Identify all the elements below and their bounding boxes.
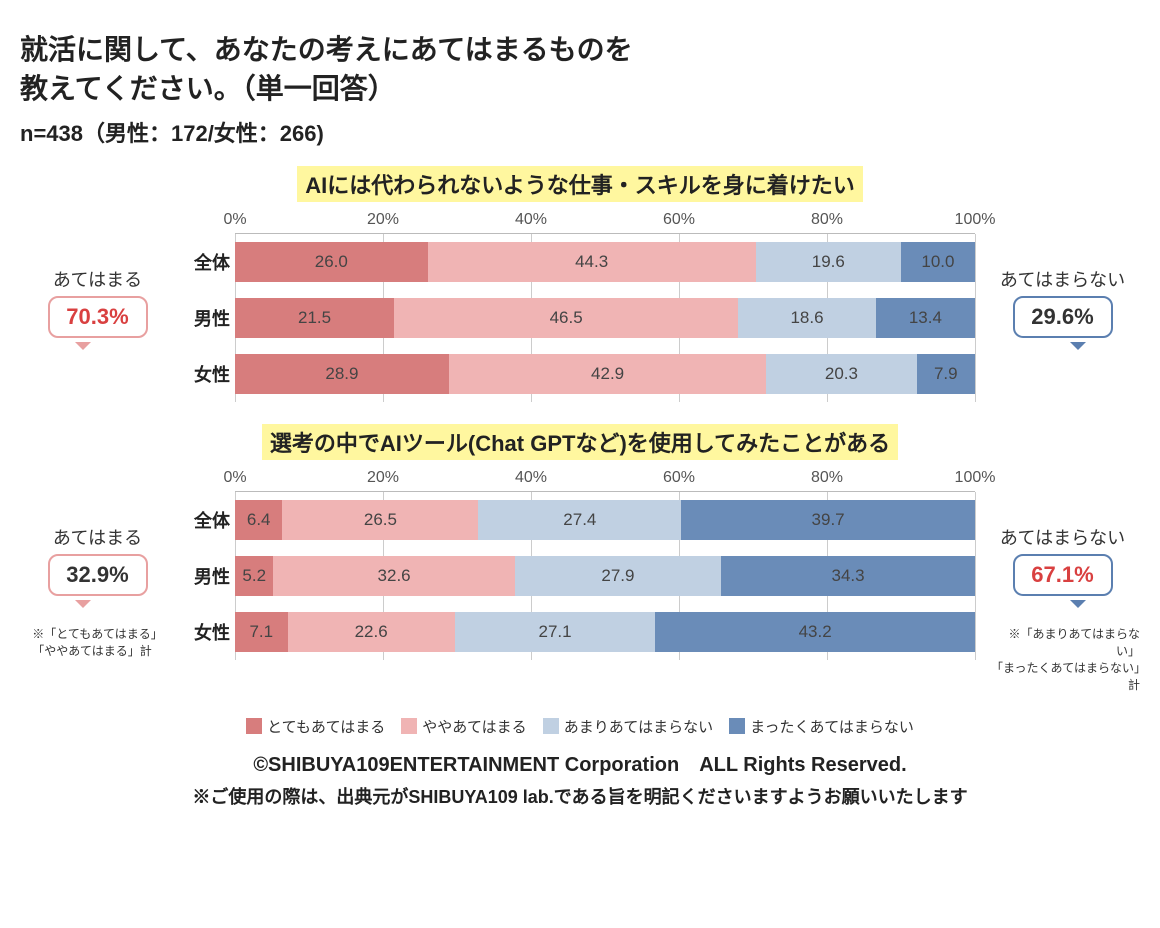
bar-segment: 21.5 [235,298,394,338]
legend-swatch [401,718,417,734]
axis-tick: 100% [955,469,996,487]
chart2-left-bubble: 32.9% [48,554,148,596]
stacked-bar: 21.546.518.613.4 [235,298,975,338]
bar-segment: 27.1 [455,612,656,652]
bar-segment: 26.0 [235,242,428,282]
legend-label: ややあてはまる [422,716,526,737]
axis-tick: 60% [663,211,695,229]
legend-label: とてもあてはまる [267,716,385,737]
stacked-bar: 6.426.527.439.7 [235,500,975,540]
chart1-right-bubble: 29.6% [1013,296,1113,338]
bar-segment: 20.3 [766,354,916,394]
axis-tick: 80% [811,211,843,229]
gridline [975,234,976,402]
chart1-left-callout: あてはまる 70.3% [20,206,175,338]
legend-item: あまりあてはまらない [543,716,713,737]
chart1: AIには代わられないような仕事・スキルを身に着けたい あてはまる 70.3% 0… [20,166,1140,402]
bar-segment: 19.6 [756,242,901,282]
bar-row-label: 女性 [175,619,230,645]
legend-item: まったくあてはまらない [729,716,914,737]
chart2: 選考の中でAIツール(Chat GPTなど)を使用してみたことがある あてはまる… [20,424,1140,693]
chart2-bars: 全体6.426.527.439.7男性5.232.627.934.3女性7.12… [235,492,975,660]
stacked-bar: 28.942.920.37.9 [235,354,975,394]
bar-segment: 6.4 [235,500,282,540]
chart2-right-callout: あてはまらない 67.1% ※「あまりあてはまらない」 「まったくあてはまらない… [985,464,1140,693]
chart1-axis: 0%20%40%60%80%100% [235,206,975,234]
bar-row-label: 全体 [175,249,230,275]
bar-row: 男性21.546.518.613.4 [235,290,975,346]
bar-segment: 18.6 [738,298,876,338]
axis-tick: 40% [515,469,547,487]
chart1-left-label: あてはまる [53,266,142,292]
chart2-left-callout: あてはまる 32.9% ※「とてもあてはまる」 「ややあてはまる」計 [20,464,175,660]
bar-row: 全体26.044.319.610.0 [235,234,975,290]
axis-tick: 0% [223,211,246,229]
axis-tick: 60% [663,469,695,487]
axis-tick: 20% [367,211,399,229]
right-footnote: ※「あまりあてはまらない」 「まったくあてはまらない」計 [985,626,1140,693]
chart2-right-bubble: 67.1% [1013,554,1113,596]
axis-tick: 0% [223,469,246,487]
bar-segment: 5.2 [235,556,273,596]
legend-swatch [246,718,262,734]
legend-swatch [543,718,559,734]
bar-segment: 42.9 [449,354,766,394]
stacked-bar: 5.232.627.934.3 [235,556,975,596]
bar-segment: 7.1 [235,612,288,652]
bar-segment: 7.9 [917,354,975,394]
bar-row: 男性5.232.627.934.3 [235,548,975,604]
chart2-title: 選考の中でAIツール(Chat GPTなど)を使用してみたことがある [262,424,898,460]
legend-label: あまりあてはまらない [564,716,713,737]
legend-swatch [729,718,745,734]
axis-tick: 100% [955,211,996,229]
bar-segment: 46.5 [394,298,738,338]
legend-item: とてもあてはまる [246,716,385,737]
bar-row: 女性7.122.627.143.2 [235,604,975,660]
legend: とてもあてはまる ややあてはまる あまりあてはまらない まったくあてはまらない [20,716,1140,739]
bar-segment: 44.3 [428,242,756,282]
chart1-title: AIには代わられないような仕事・スキルを身に着けたい [297,166,863,202]
bar-segment: 39.7 [681,500,975,540]
bar-row-label: 男性 [175,563,230,589]
axis-tick: 80% [811,469,843,487]
bar-segment: 34.3 [721,556,975,596]
gridline [975,492,976,660]
copyright: ©SHIBUYA109ENTERTAINMENT Corporation ALL… [20,748,1140,777]
bar-segment: 27.4 [478,500,681,540]
chart1-bars: 全体26.044.319.610.0男性21.546.518.613.4女性28… [235,234,975,402]
chart2-right-label: あてはまらない [1000,524,1125,550]
bar-row-label: 全体 [175,507,230,533]
chart2-axis: 0%20%40%60%80%100% [235,464,975,492]
sample-size: n=438（男性：172/女性：266) [20,116,1140,148]
bar-segment: 10.0 [901,242,975,282]
bar-segment: 43.2 [655,612,975,652]
axis-tick: 40% [515,211,547,229]
bar-segment: 28.9 [235,354,449,394]
chart2-left-label: あてはまる [53,524,142,550]
chart1-left-bubble: 70.3% [48,296,148,338]
bar-segment: 32.6 [273,556,514,596]
bar-row-label: 男性 [175,305,230,331]
legend-item: ややあてはまる [401,716,526,737]
stacked-bar: 26.044.319.610.0 [235,242,975,282]
stacked-bar: 7.122.627.143.2 [235,612,975,652]
title-line2: 教えてください。（単一回答） [20,73,396,104]
usage-note: ※ご使用の際は、出典元がSHIBUYA109 lab.である旨を明記くださいます… [20,783,1140,809]
bar-row: 女性28.942.920.37.9 [235,346,975,402]
axis-tick: 20% [367,469,399,487]
main-title: 就活に関して、あなたの考えにあてはまるものを 教えてください。（単一回答） [20,30,1140,108]
left-footnote: ※「とてもあてはまる」 「ややあてはまる」計 [32,626,163,660]
bar-segment: 22.6 [288,612,455,652]
bar-segment: 13.4 [876,298,975,338]
bar-segment: 26.5 [282,500,478,540]
bar-row-label: 女性 [175,361,230,387]
legend-label: まったくあてはまらない [750,716,914,737]
chart1-right-label: あてはまらない [1000,266,1125,292]
bar-segment: 27.9 [515,556,721,596]
title-line1: 就活に関して、あなたの考えにあてはまるものを [20,34,633,65]
chart1-right-callout: あてはまらない 29.6% [985,206,1140,338]
bar-row: 全体6.426.527.439.7 [235,492,975,548]
